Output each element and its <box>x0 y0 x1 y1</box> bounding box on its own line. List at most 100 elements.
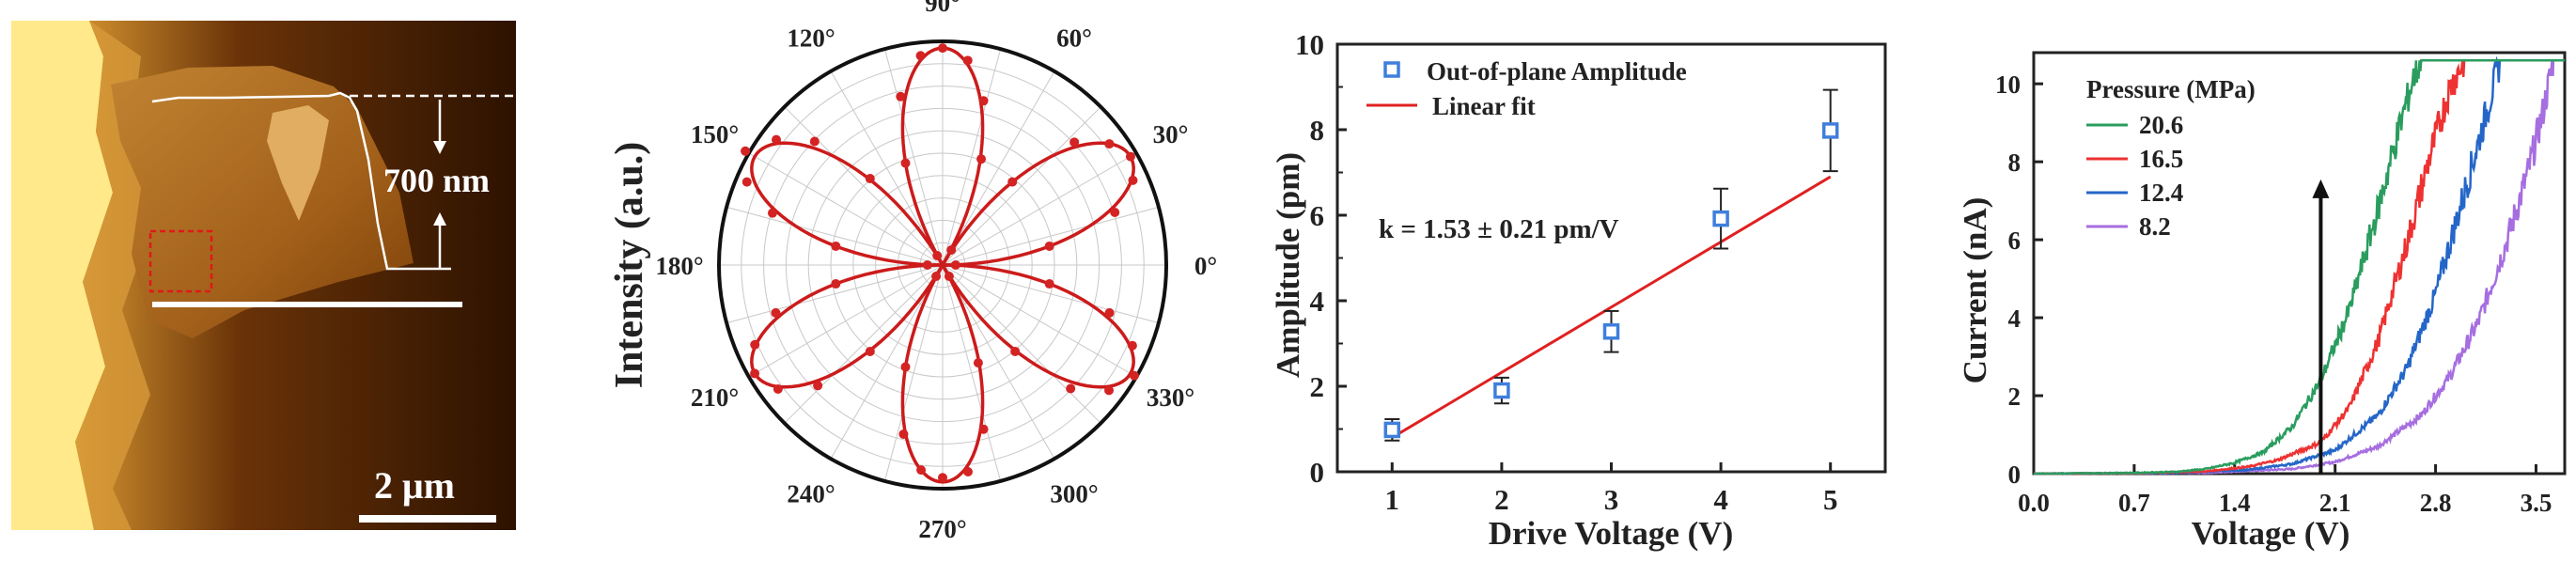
polar-data-point <box>865 346 875 356</box>
polar-y-axis-label: Intensity (a.u.) <box>608 142 651 389</box>
polar-data-point <box>946 245 957 256</box>
afm-arrowhead-down <box>433 141 446 154</box>
polar-grid-spoke <box>942 70 1055 266</box>
polar-grid-spoke <box>942 152 1137 266</box>
afm-height-label: 700 nm <box>383 162 490 199</box>
amplitude-data-point <box>1602 323 1620 340</box>
amplitude-y-tick-label: 8 <box>1310 114 1325 147</box>
amplitude-y-tick-label: 10 <box>1295 28 1324 61</box>
polar-grid-spoke <box>942 264 1002 482</box>
iv-legend-label: 20.6 <box>2139 111 2183 139</box>
polar-angle-tick-label: 30° <box>1153 120 1189 148</box>
amplitude-y-tick-label: 0 <box>1310 456 1325 489</box>
polar-data-point <box>767 208 777 218</box>
polar-data-point <box>915 51 926 61</box>
afm-height-profile <box>151 91 451 271</box>
polar-data-point <box>771 307 781 318</box>
polar-data-point <box>809 136 820 147</box>
amplitude-x-tick-label: 4 <box>1713 483 1728 516</box>
polar-grid-spoke <box>830 70 944 266</box>
polar-angle-tick-label: 0° <box>1194 252 1217 280</box>
polar-data-point <box>973 358 983 368</box>
linear-fit-line <box>1391 175 1832 439</box>
iv-y-axis-label: Current (nA) <box>1957 197 1993 384</box>
polar-data-point <box>963 466 974 476</box>
iv-y-tick-label: 4 <box>2008 304 2022 333</box>
polar-data-point <box>900 158 911 168</box>
polar-data-point <box>813 381 823 391</box>
amplitude-chart: 1 2 3 4 5 0 2 4 6 8 10 Amplitude (pm) Drive Voltag… <box>1270 28 1887 552</box>
polar-grid-spoke <box>883 48 944 266</box>
iv-y-tick-label: 0 <box>2008 461 2022 489</box>
polar-angle-tick-label: 90° <box>925 0 960 17</box>
polar-grid-spoke <box>942 264 1160 324</box>
polar-data-point <box>962 55 973 66</box>
iv-legend-title: Pressure (MPa) <box>2086 75 2256 103</box>
amplitude-y-axis-label: Amplitude (pm) <box>1270 152 1306 378</box>
polar-outer-ring <box>717 39 1168 491</box>
iv-plot-frame <box>2032 51 2567 476</box>
polar-angle-tick-label: 300° <box>1050 479 1098 507</box>
polar-grid-spoke <box>942 264 1055 460</box>
polar-angle-tick-label: 150° <box>691 120 739 148</box>
polar-data-point <box>772 134 782 145</box>
iv-chart: 0.0 0.7 1.4 2.1 2.8 3.5 0 2 4 6 8 10 Current (nA) V… <box>1957 51 2567 552</box>
polar-angle-tick-label: 210° <box>691 383 739 412</box>
amplitude-data-point <box>1821 122 1839 139</box>
amplitude-y-tick-label: 2 <box>1310 370 1325 403</box>
amplitude-x-axis-label: Drive Voltage (V) <box>1489 515 1734 552</box>
polar-angle-ticks: 0° 30° 60° 90° 120° 150° 180° 210° 240° 270° 300° 3… <box>655 0 1217 543</box>
polar-data-point <box>931 271 942 281</box>
polar-data-point <box>932 251 943 261</box>
afm-flake <box>111 66 414 338</box>
polar-chart: Intensity (a.u.) 0° 30° 60° 90° 120° 150° 180°… <box>608 0 1217 543</box>
polar-grid-spoke <box>942 264 1101 424</box>
legend-label-amplitude: Out-of-plane Amplitude <box>1427 57 1687 86</box>
polar-grid-spoke <box>942 106 1101 266</box>
iv-curve <box>2033 59 2565 476</box>
polar-angle-tick-label: 180° <box>655 252 703 280</box>
iv-x-tick-label: 0.7 <box>2118 489 2150 517</box>
amplitude-data-point <box>1383 421 1401 439</box>
polar-data-point <box>950 260 960 270</box>
polar-data-point <box>1044 279 1054 289</box>
polar-grid-spoke <box>784 106 944 266</box>
polar-data-point <box>750 339 760 350</box>
polar-grid-spoke <box>883 264 944 482</box>
iv-y-tick-label: 10 <box>1995 70 2021 99</box>
polar-data-point <box>831 279 841 289</box>
polar-data-point <box>938 43 947 54</box>
polar-data-point <box>1069 137 1080 148</box>
polar-data-point <box>1007 177 1018 187</box>
afm-selection-box <box>148 229 213 293</box>
polar-grid-spoke <box>942 264 1137 378</box>
polar-angle-tick-label: 270° <box>918 515 966 543</box>
amplitude-data-point <box>1493 382 1510 399</box>
afm-scale-bar <box>359 515 496 523</box>
iv-x-tick-label: 2.1 <box>2319 489 2351 517</box>
polar-data-point <box>896 91 906 101</box>
afm-scale-label: 2 μm <box>374 464 455 507</box>
polar-data-point <box>742 177 752 187</box>
iv-x-tick-label: 1.4 <box>2219 489 2251 517</box>
polar-data-points <box>741 43 1139 483</box>
amplitude-y-tick-label: 4 <box>1310 285 1325 318</box>
polar-data-point <box>976 154 987 164</box>
polar-data-point <box>922 260 932 270</box>
polar-grid-spoke <box>726 206 944 266</box>
polar-grid-spoke <box>942 48 1002 266</box>
amplitude-y-tick-label: 6 <box>1310 199 1325 232</box>
polar-data-point <box>1010 346 1021 356</box>
iv-legend-label: 12.4 <box>2139 179 2183 207</box>
iv-x-tick-label: 3.5 <box>2521 489 2553 517</box>
iv-x-tick-label: 0.0 <box>2018 489 2050 517</box>
amplitude-x-tick-label: 2 <box>1494 483 1509 516</box>
iv-axes-group: 0.0 0.7 1.4 2.1 2.8 3.5 0 2 4 6 8 10 <box>1995 51 2567 517</box>
amplitude-plot-frame <box>1335 42 1887 474</box>
polar-data-point <box>900 362 911 372</box>
polar-data-point <box>1103 385 1114 396</box>
amplitude-axes-group: 1 2 3 4 5 0 2 4 6 8 10 <box>1295 28 1887 516</box>
polar-data-point <box>916 465 927 476</box>
iv-x-tick-label: 2.8 <box>2420 489 2452 517</box>
